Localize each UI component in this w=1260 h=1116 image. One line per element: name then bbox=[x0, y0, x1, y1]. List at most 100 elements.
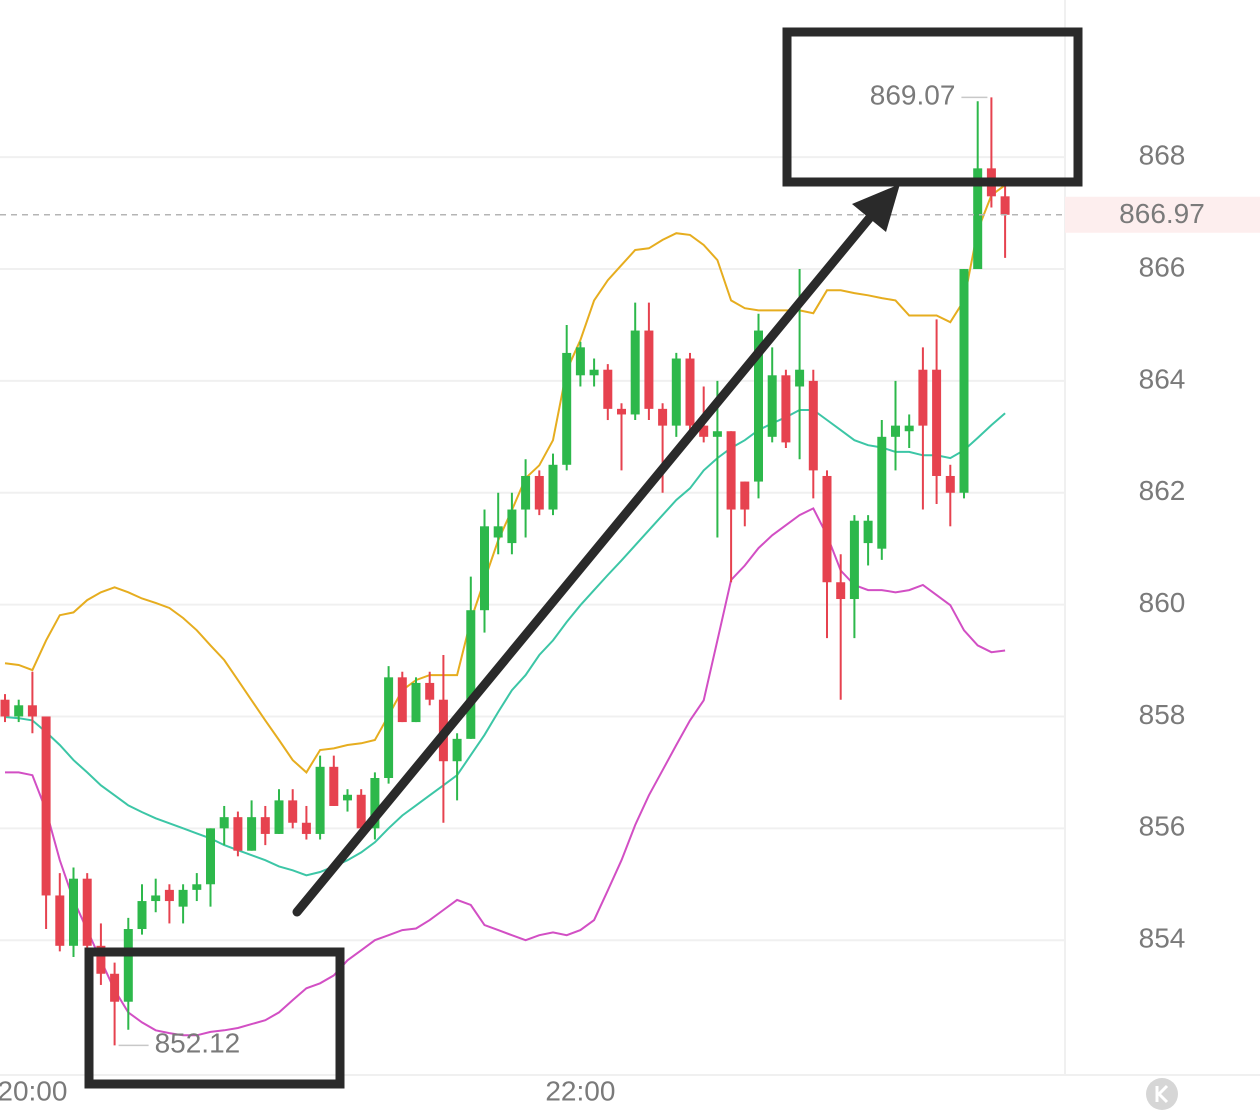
candle-body bbox=[767, 375, 777, 437]
candle-body bbox=[548, 464, 558, 510]
candle-body bbox=[480, 526, 489, 611]
button-circle[interactable] bbox=[1146, 1078, 1178, 1110]
candle-body bbox=[192, 884, 202, 890]
arrow-head bbox=[852, 184, 900, 232]
candle-body bbox=[219, 817, 229, 829]
candle-body bbox=[849, 520, 859, 600]
candle-body bbox=[384, 677, 394, 779]
candle-body bbox=[754, 330, 763, 482]
y-tick-label: 858 bbox=[1139, 699, 1186, 730]
candle-body bbox=[493, 526, 503, 538]
candle-body bbox=[658, 408, 668, 426]
candle-body bbox=[1000, 196, 1010, 215]
candle-body bbox=[603, 369, 613, 409]
candle-body bbox=[14, 705, 24, 717]
trend-arrow bbox=[292, 210, 877, 917]
x-tick-label: 22:00 bbox=[545, 1075, 615, 1106]
y-tick-label: 864 bbox=[1139, 363, 1186, 394]
candle-body bbox=[0, 699, 10, 717]
candle-body bbox=[329, 766, 339, 806]
candle-body bbox=[274, 800, 284, 834]
candle-body bbox=[397, 677, 407, 723]
candle-body bbox=[123, 929, 133, 1002]
candle-body bbox=[370, 778, 380, 829]
grid bbox=[0, 156, 1065, 942]
band-line bbox=[4, 184, 1006, 774]
candle-body bbox=[699, 425, 709, 437]
candle-body bbox=[904, 425, 914, 432]
y-tick-label: 856 bbox=[1139, 811, 1186, 842]
candle-body bbox=[644, 330, 654, 409]
candle-body bbox=[740, 481, 750, 510]
candle-body bbox=[41, 716, 51, 896]
candle-body bbox=[685, 358, 695, 426]
candle-body bbox=[452, 738, 462, 762]
current-price-label: 866.97 bbox=[1119, 198, 1205, 229]
band-line bbox=[4, 409, 1006, 877]
candle-body bbox=[891, 425, 900, 437]
candle-body bbox=[356, 794, 366, 829]
highlight-box bbox=[782, 27, 1083, 187]
current-price-box bbox=[1065, 196, 1260, 233]
candle-body bbox=[973, 168, 983, 270]
candle-body bbox=[877, 436, 887, 549]
candle-body bbox=[863, 520, 873, 544]
candle-body bbox=[82, 878, 92, 946]
candle-body bbox=[795, 369, 805, 387]
candle-body bbox=[521, 475, 531, 510]
candle-body bbox=[151, 895, 161, 902]
candle-body bbox=[507, 509, 517, 544]
candle-body bbox=[712, 431, 722, 437]
kline-button[interactable] bbox=[1146, 1078, 1178, 1110]
low-label: 852.12 bbox=[155, 1028, 241, 1059]
candles bbox=[0, 97, 1010, 1046]
y-tick-label: 854 bbox=[1139, 923, 1186, 954]
candle-body bbox=[808, 380, 818, 471]
candle-body bbox=[630, 330, 640, 415]
candle-body bbox=[589, 369, 599, 376]
bands bbox=[4, 184, 1006, 1037]
candle-body bbox=[562, 352, 572, 465]
candle-body bbox=[932, 369, 942, 476]
high-label: 869.07 bbox=[870, 80, 956, 111]
candle-body bbox=[69, 878, 78, 946]
candle-body bbox=[822, 475, 832, 583]
candle-body bbox=[247, 817, 257, 851]
candle-body bbox=[315, 766, 325, 834]
candle-body bbox=[206, 828, 215, 885]
candle-body bbox=[178, 889, 188, 907]
candle-body bbox=[466, 610, 476, 739]
candle-body bbox=[411, 682, 421, 723]
x-tick-label: 20:00 bbox=[0, 1075, 67, 1106]
candle-body bbox=[110, 973, 120, 1002]
candle-body bbox=[534, 475, 544, 510]
band-line bbox=[5, 507, 1006, 1037]
candle-body bbox=[260, 817, 270, 834]
candle-body bbox=[55, 895, 65, 946]
button-icon bbox=[1155, 1084, 1169, 1104]
y-tick-label: 866 bbox=[1139, 251, 1186, 282]
candle-body bbox=[137, 901, 147, 930]
highlight-box bbox=[84, 947, 345, 1089]
y-tick-label: 862 bbox=[1139, 475, 1186, 506]
candle-body bbox=[575, 347, 585, 376]
annotations bbox=[84, 27, 1083, 1089]
candle-body bbox=[164, 889, 174, 902]
candle-body bbox=[781, 375, 791, 443]
candle-body bbox=[918, 369, 928, 426]
candle-body bbox=[96, 945, 106, 974]
candle-body bbox=[288, 800, 298, 823]
candle-body bbox=[425, 682, 435, 700]
candle-body bbox=[343, 794, 352, 801]
candle-body bbox=[233, 817, 243, 851]
labels: 854 856 858 860 862 864 866 868 20:00 22:00 869.07… bbox=[0, 80, 1260, 1106]
y-tick-label: 868 bbox=[1139, 140, 1186, 171]
candle-body bbox=[671, 358, 681, 426]
candle-body bbox=[301, 822, 311, 834]
y-tick-label: 860 bbox=[1139, 587, 1186, 618]
candle-body bbox=[27, 705, 37, 717]
candle-body bbox=[959, 269, 969, 493]
candle-body bbox=[726, 431, 736, 510]
